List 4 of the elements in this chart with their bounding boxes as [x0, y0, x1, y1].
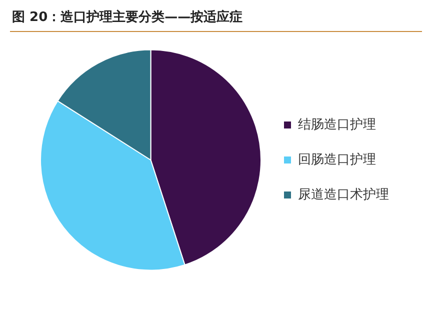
legend-label: 结肠造口护理 — [298, 117, 376, 132]
chart-title: 图 20：造口护理主要分类——按适应症 — [12, 8, 243, 26]
legend-label: 回肠造口护理 — [298, 152, 376, 168]
legend-label: 尿道造口术护理 — [298, 187, 389, 202]
